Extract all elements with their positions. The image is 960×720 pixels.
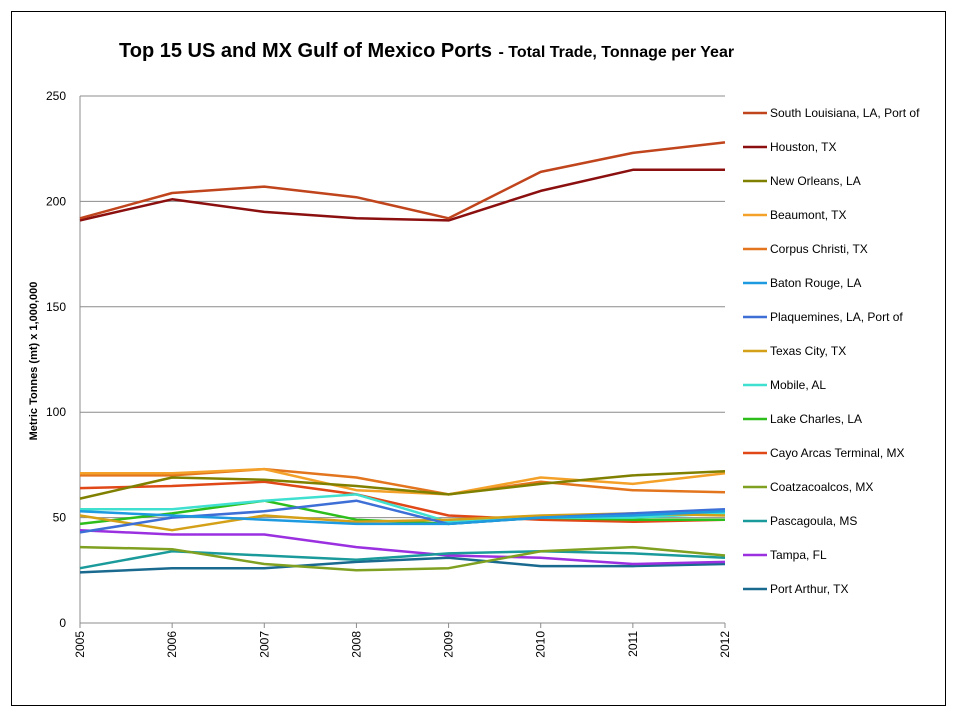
x-tick-label: 2006 bbox=[165, 631, 179, 658]
legend-label: Baton Rouge, LA bbox=[770, 276, 861, 290]
legend-label: Houston, TX bbox=[770, 140, 836, 154]
x-tick-label: 2010 bbox=[534, 631, 548, 658]
legend-label: Mobile, AL bbox=[770, 378, 826, 392]
y-axis-label: Metric Tonnes (mt) x 1,000,000 bbox=[28, 282, 40, 441]
legend-item: Port Arthur, TX bbox=[743, 582, 848, 596]
chart-title: Top 15 US and MX Gulf of Mexico Ports bbox=[119, 40, 492, 62]
legend-item: Mobile, AL bbox=[743, 378, 826, 392]
legend-item: Lake Charles, LA bbox=[743, 412, 862, 426]
chart-subtitle: - Total Trade, Tonnage per Year bbox=[498, 44, 734, 61]
series-line bbox=[79, 528, 726, 566]
legend-label: Coatzacoalcos, MX bbox=[770, 480, 873, 494]
legend-item: Pascagoula, MS bbox=[743, 514, 857, 528]
y-tick-label: 100 bbox=[46, 405, 66, 419]
series-line bbox=[79, 480, 726, 524]
legend-item: Tampa, FL bbox=[743, 548, 827, 562]
legend-item: Beaumont, TX bbox=[743, 208, 847, 222]
y-tick-label: 200 bbox=[46, 194, 66, 208]
series-line bbox=[79, 545, 726, 572]
x-tick-label: 2008 bbox=[349, 631, 363, 658]
series-line bbox=[80, 467, 726, 496]
legend-item: Coatzacoalcos, MX bbox=[743, 480, 873, 494]
legend-label: Beaumont, TX bbox=[770, 208, 847, 222]
y-tick-label: 0 bbox=[59, 616, 66, 630]
y-tick-label: 150 bbox=[46, 300, 66, 314]
axes bbox=[79, 96, 725, 624]
legend-item: New Orleans, LA bbox=[743, 174, 861, 188]
legend-item: Houston, TX bbox=[743, 140, 836, 154]
y-tick-label: 50 bbox=[53, 511, 67, 525]
legend-label: Texas City, TX bbox=[770, 344, 846, 358]
gridlines bbox=[80, 95, 725, 624]
x-tick-label: 2009 bbox=[442, 631, 456, 658]
series-line bbox=[79, 168, 725, 222]
legend-label: Tampa, FL bbox=[770, 548, 827, 562]
legend-label: New Orleans, LA bbox=[770, 174, 861, 188]
legend-label: Port Arthur, TX bbox=[770, 582, 848, 596]
legend-item: Cayo Arcas Terminal, MX bbox=[743, 446, 905, 460]
series-lines bbox=[79, 141, 726, 574]
x-tick-label: 2012 bbox=[718, 631, 732, 658]
series-line bbox=[79, 469, 726, 500]
chart-frame: Top 15 US and MX Gulf of Mexico Ports - … bbox=[11, 11, 946, 706]
legend-label: Pascagoula, MS bbox=[770, 514, 857, 528]
series-line bbox=[79, 556, 726, 574]
x-tick-label: 2005 bbox=[73, 631, 87, 658]
legend-item: Plaquemines, LA, Port of bbox=[743, 310, 903, 324]
legend: South Louisiana, LA, Port of Houston, TX N… bbox=[743, 106, 920, 596]
legend-item: Corpus Christi, TX bbox=[743, 242, 868, 256]
x-tick-labels: 2005 2006 2007 2008 2009 2010 2011 2012 bbox=[73, 623, 732, 658]
y-tick-label: 250 bbox=[46, 89, 66, 103]
legend-item: Texas City, TX bbox=[743, 344, 846, 358]
x-tick-label: 2007 bbox=[257, 631, 271, 658]
legend-label: Plaquemines, LA, Port of bbox=[770, 310, 903, 324]
legend-item: Baton Rouge, LA bbox=[743, 276, 861, 290]
series-line bbox=[79, 510, 726, 526]
legend-label: Lake Charles, LA bbox=[770, 412, 862, 426]
svg-text:Top 15 US and MX Gulf of Mexic: Top 15 US and MX Gulf of Mexico Ports - … bbox=[119, 40, 734, 62]
legend-label: South Louisiana, LA, Port of bbox=[770, 106, 920, 120]
series-line bbox=[80, 467, 726, 496]
legend-label: Corpus Christi, TX bbox=[770, 242, 868, 256]
legend-item: South Louisiana, LA, Port of bbox=[743, 106, 920, 120]
x-tick-label: 2011 bbox=[626, 631, 640, 657]
series-line bbox=[80, 493, 726, 524]
y-tick-labels: 0 50 100 150 200 250 bbox=[46, 89, 66, 630]
series-line bbox=[79, 141, 726, 220]
legend-label: Cayo Arcas Terminal, MX bbox=[770, 446, 905, 460]
line-chart: Top 15 US and MX Gulf of Mexico Ports - … bbox=[28, 40, 920, 658]
